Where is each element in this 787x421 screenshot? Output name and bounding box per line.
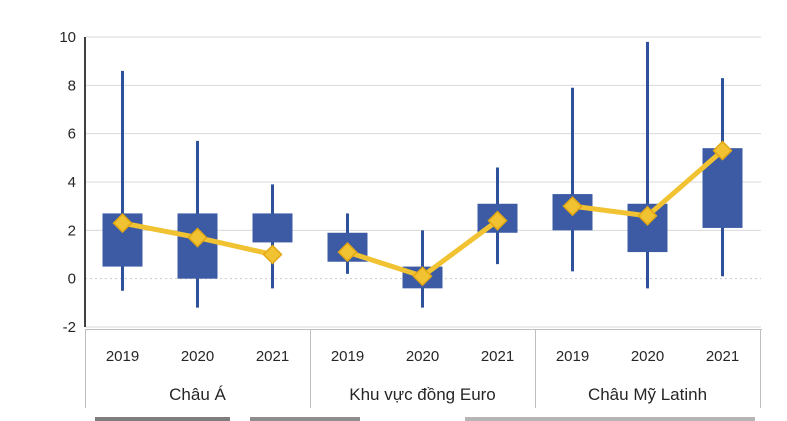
diamond-marker-chau-a-2020 <box>187 227 208 248</box>
year-label-khu-vuc-dong-euro-2021: 2021 <box>481 348 514 365</box>
y-tick-label-8: 8 <box>68 77 76 94</box>
year-label-khu-vuc-dong-euro-2020: 2020 <box>406 348 439 365</box>
group-label-chau-my-latinh: Châu Mỹ Latinh <box>588 385 707 404</box>
diamond-marker-khu-vuc-dong-euro-2021 <box>487 210 508 231</box>
bottom-cropped-text-artifact-1 <box>250 417 360 421</box>
y-tick-label-10: 10 <box>59 29 76 46</box>
year-label-khu-vuc-dong-euro-2019: 2019 <box>331 348 364 365</box>
diamond-marker-chau-a-2019 <box>112 213 133 234</box>
bottom-cropped-text-artifact-0 <box>95 417 230 421</box>
diamond-marker-khu-vuc-dong-euro-2019 <box>337 242 358 263</box>
diamond-marker-khu-vuc-dong-euro-2020 <box>412 266 433 287</box>
year-label-chau-my-latinh-2020: 2020 <box>631 348 664 365</box>
diamond-marker-chau-a-2021 <box>262 244 283 265</box>
year-label-chau-my-latinh-2019: 2019 <box>556 348 589 365</box>
year-label-chau-a-2021: 2021 <box>256 348 289 365</box>
group-label-khu-vuc-dong-euro: Khu vực đồng Euro <box>349 385 496 404</box>
y-tick-label-2: 2 <box>68 222 76 239</box>
y-tick-label--2: -2 <box>63 319 76 336</box>
y-tick-label-4: 4 <box>68 174 76 191</box>
bottom-cropped-text-artifact-2 <box>465 417 755 421</box>
box-chau-a-2021 <box>252 213 293 243</box>
year-label-chau-a-2020: 2020 <box>181 348 214 365</box>
diamond-marker-chau-my-latinh-2021 <box>712 140 733 161</box>
y-tick-label-6: 6 <box>68 126 76 143</box>
diamond-marker-chau-my-latinh-2019 <box>562 196 583 217</box>
y-tick-label-0: 0 <box>68 271 76 288</box>
group-label-chau-a: Châu Á <box>169 385 226 404</box>
year-label-chau-a-2019: 2019 <box>106 348 139 365</box>
year-label-chau-my-latinh-2021: 2021 <box>706 348 739 365</box>
diamond-marker-chau-my-latinh-2020 <box>637 205 658 226</box>
